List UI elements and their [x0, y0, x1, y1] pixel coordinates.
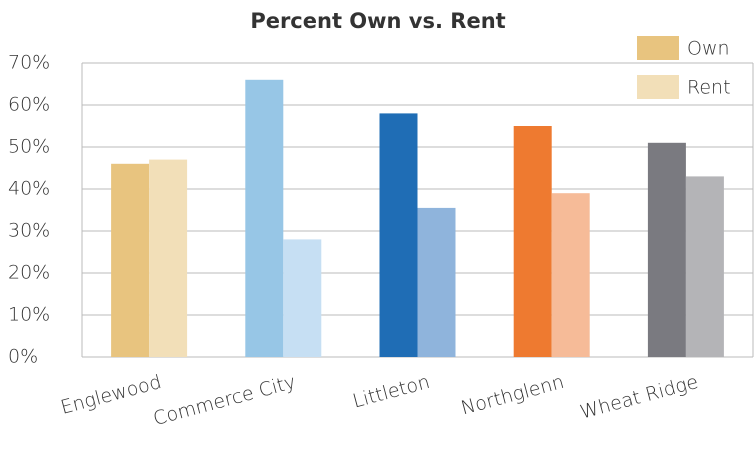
- x-tick-label: Commerce City: [151, 371, 298, 430]
- bar: [685, 176, 724, 357]
- bar: [245, 79, 284, 358]
- x-tick-label: Northglenn: [459, 371, 567, 420]
- y-tick-label: 0%: [8, 346, 38, 368]
- bar: [647, 142, 686, 357]
- y-tick-label: 60%: [8, 94, 50, 116]
- y-tick-label: 70%: [8, 52, 50, 74]
- legend-label: Rent: [687, 77, 731, 99]
- bar: [111, 163, 150, 357]
- legend-label: Own: [687, 38, 730, 60]
- bar: [379, 113, 418, 358]
- y-tick-label: 30%: [8, 220, 50, 242]
- legend-swatch: [637, 36, 679, 60]
- x-tick-label: Wheat Ridge: [578, 371, 701, 424]
- x-tick-label: Littleton: [350, 371, 432, 413]
- bar: [417, 207, 456, 357]
- y-tick-label: 50%: [8, 136, 50, 158]
- bar: [513, 126, 552, 357]
- y-tick-label: 40%: [8, 178, 50, 200]
- bar: [283, 239, 322, 357]
- y-tick-label: 20%: [8, 262, 50, 284]
- chart-title: Percent Own vs. Rent: [250, 9, 505, 33]
- y-tick-label: 10%: [8, 304, 50, 326]
- bar: [551, 193, 590, 357]
- bar: [149, 159, 188, 357]
- legend-swatch: [637, 75, 679, 99]
- x-tick-label: Englewood: [58, 371, 163, 419]
